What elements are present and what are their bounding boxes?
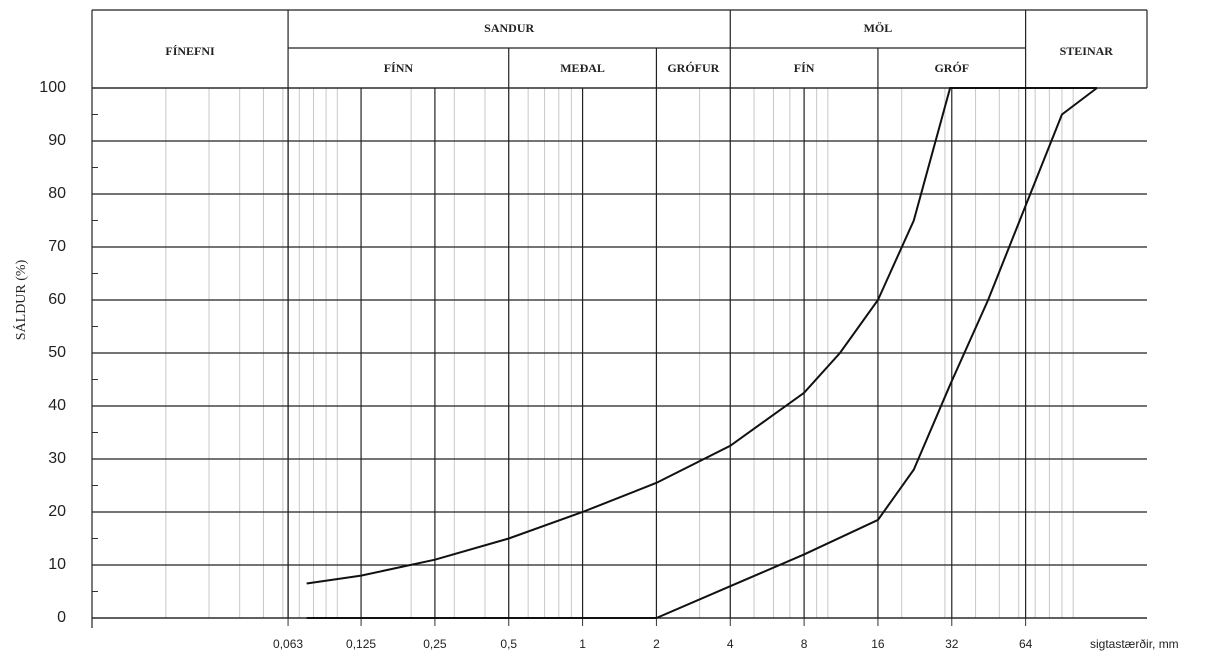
- x-tick-label: 64: [1019, 637, 1033, 651]
- x-tick-label: 4: [727, 637, 734, 651]
- y-tick-label: 90: [48, 132, 66, 149]
- x-tick-label: 0,125: [346, 637, 376, 651]
- x-axis-label: sigtastærðir, mm: [1090, 637, 1179, 651]
- x-tick-label: 0,063: [273, 637, 303, 651]
- y-tick-label: 30: [48, 450, 66, 467]
- y-tick-label: 70: [48, 238, 66, 255]
- y-tick-label: 20: [48, 503, 66, 520]
- y-tick-label: 0: [57, 609, 66, 626]
- x-tick-label: 2: [653, 637, 660, 651]
- y-tick-label: 50: [48, 344, 66, 361]
- x-tick-label: 16: [871, 637, 885, 651]
- grading-curve: [306, 87, 1097, 585]
- x-tick-label: 8: [801, 637, 808, 651]
- y-tick-label: 80: [48, 185, 66, 202]
- y-tick-label: 40: [48, 397, 66, 414]
- zone-label: FÍN: [794, 61, 815, 75]
- x-tick-label: 1: [579, 637, 586, 651]
- zone-label: FÍNEFNI: [165, 44, 215, 58]
- grading-curve: [306, 87, 1098, 619]
- x-tick-label: 0,25: [423, 637, 447, 651]
- y-tick-label: 60: [48, 291, 66, 308]
- zone-label: GRÓFUR: [667, 61, 719, 75]
- zone-label: STEINAR: [1060, 44, 1114, 58]
- zone-label: FÍNN: [384, 61, 414, 75]
- zone-label: SANDUR: [484, 21, 534, 35]
- zone-label: GRÓF: [934, 61, 969, 75]
- y-tick-label: 100: [39, 79, 66, 96]
- y-tick-label: 10: [48, 556, 66, 573]
- zone-label: MEÐAL: [560, 61, 605, 75]
- y-axis-label: SÁLDUR (%): [12, 259, 29, 340]
- x-tick-label: 32: [945, 637, 959, 651]
- x-tick-label: 0,5: [500, 637, 517, 651]
- zone-label: MÖL: [864, 21, 893, 35]
